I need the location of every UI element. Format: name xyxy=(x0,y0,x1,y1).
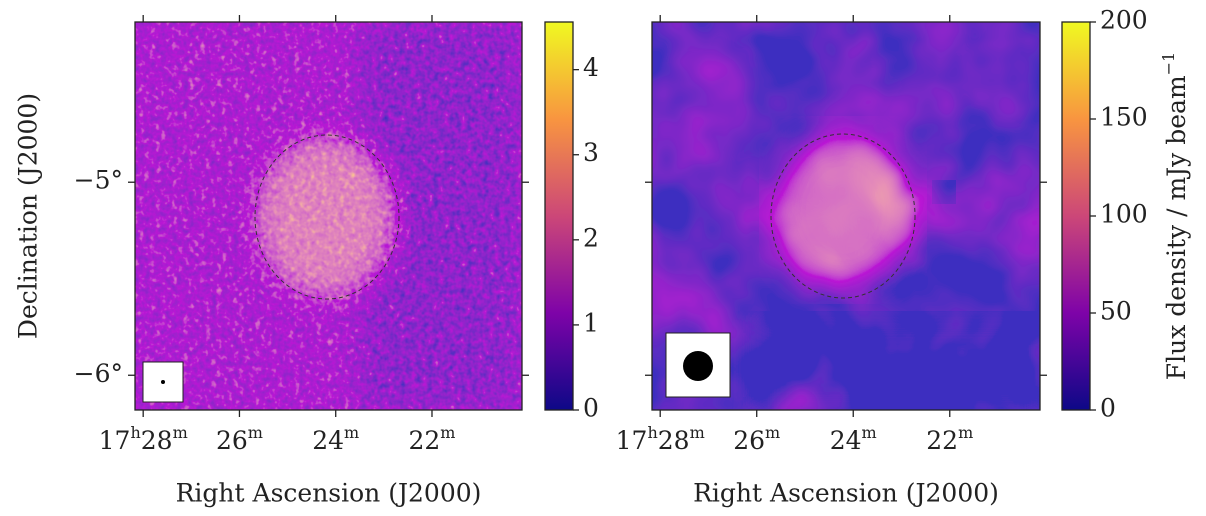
x-tick-label-part: h xyxy=(647,423,657,442)
colorbar-tick-label: 0 xyxy=(1100,394,1116,423)
x-tick-label-part: 28 xyxy=(141,426,173,455)
colorbar-tick-label: 4 xyxy=(583,53,599,82)
x-tick-label: 22m xyxy=(408,423,455,455)
colorbar xyxy=(1061,21,1091,411)
x-tick-label-part: m xyxy=(248,423,263,442)
x-tick-label-part: m xyxy=(958,423,973,442)
colorbar-tick-label: 2 xyxy=(583,223,599,252)
image-right xyxy=(652,22,1040,410)
y-tick-label: −6° xyxy=(74,359,123,388)
x-tick-label-part: m xyxy=(344,423,359,442)
colorbar-tick-label: 150 xyxy=(1100,103,1148,132)
x-tick-label-part: 26 xyxy=(733,426,765,455)
x-tick-label-part: m xyxy=(862,423,877,442)
x-tick-label-part: 24 xyxy=(830,426,862,455)
x-tick-label-part: m xyxy=(440,423,455,442)
x-tick-label: 17h28m xyxy=(99,423,188,455)
x-tick-label-part: 26 xyxy=(216,426,248,455)
x-tick-label: 17h28m xyxy=(616,423,705,455)
x-tick-label-part: 24 xyxy=(312,426,344,455)
x-tick-label-part: 28 xyxy=(658,426,690,455)
x-axis-label: Right Ascension (J2000) xyxy=(693,479,999,508)
colorbar xyxy=(544,21,574,411)
x-tick-label-part: 17 xyxy=(99,426,131,455)
colorbar-tick-label: 50 xyxy=(1100,297,1132,326)
y-axis-label: Declination (J2000) xyxy=(14,93,43,339)
plot-frame xyxy=(134,21,523,411)
colorbar-tick-label: 200 xyxy=(1100,6,1148,35)
x-tick-label-part: 22 xyxy=(926,426,958,455)
region-ellipse xyxy=(770,133,916,299)
x-tick-label-part: h xyxy=(130,423,140,442)
colorbar-label-part: −1 xyxy=(1159,52,1178,76)
colorbar-tick-label: 1 xyxy=(583,308,599,337)
x-tick-label-part: m xyxy=(765,423,780,442)
x-tick-label-part: 22 xyxy=(408,426,440,455)
plot-frame xyxy=(651,21,1041,411)
region-ellipse xyxy=(254,134,400,300)
colorbar-tick-label: 0 xyxy=(583,394,599,423)
colorbar-label: Flux density / mJy beam−1 xyxy=(1159,52,1191,381)
image-left xyxy=(135,22,522,410)
colorbar-label-part: Flux density / mJy beam xyxy=(1162,75,1191,380)
beam xyxy=(683,351,713,381)
x-axis-label: Right Ascension (J2000) xyxy=(176,479,482,508)
x-tick-label-part: 17 xyxy=(616,426,648,455)
x-tick-label: 24m xyxy=(312,423,359,455)
x-tick-label-part: m xyxy=(173,423,188,442)
x-tick-label: 22m xyxy=(926,423,973,455)
x-tick-label: 26m xyxy=(733,423,780,455)
beam xyxy=(161,380,165,384)
colorbar-tick-label: 3 xyxy=(583,138,599,167)
x-tick-label-part: m xyxy=(690,423,705,442)
x-tick-label: 26m xyxy=(216,423,263,455)
y-tick-label: −5° xyxy=(74,166,123,195)
colorbar-tick-label: 100 xyxy=(1100,200,1148,229)
x-tick-label: 24m xyxy=(830,423,877,455)
